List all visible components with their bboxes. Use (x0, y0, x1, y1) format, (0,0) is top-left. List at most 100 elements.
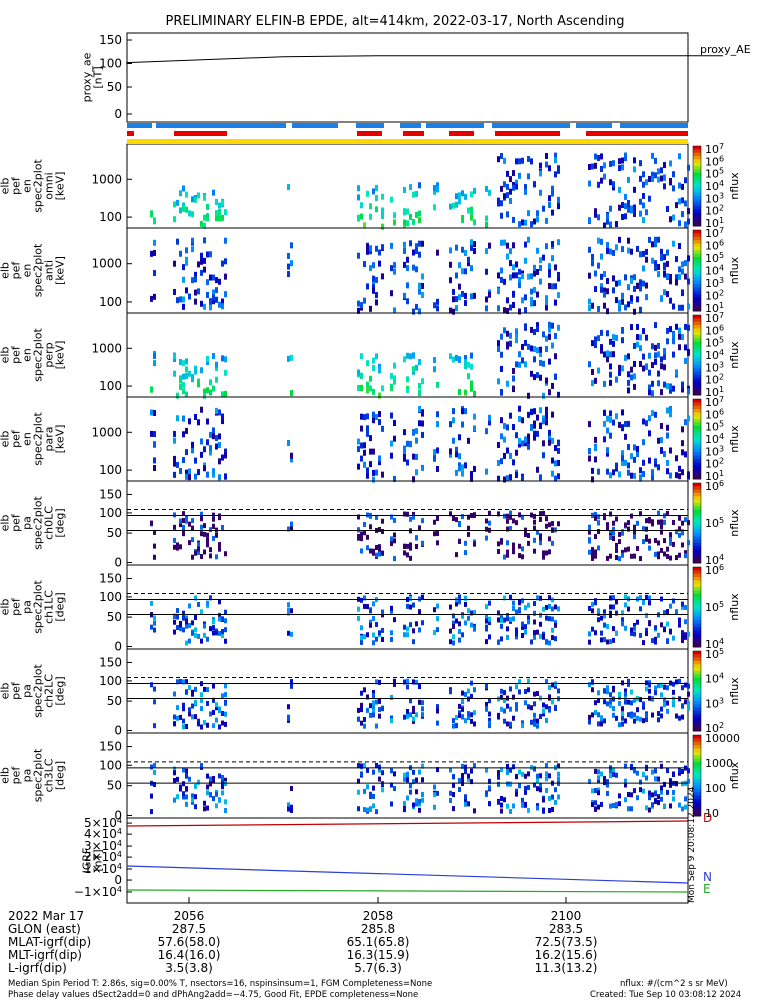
spectrogram-cell (194, 804, 197, 810)
spectrogram-cell (200, 763, 203, 769)
spectrogram-cell (539, 359, 542, 366)
spectrogram-cell (515, 183, 518, 190)
spectrogram-cell (179, 296, 182, 303)
spectrogram-cell (627, 353, 630, 360)
spectrogram-cell (603, 699, 606, 705)
spectrogram-cell (381, 207, 384, 214)
spectrogram-cell (615, 244, 618, 251)
spectrogram-cell (418, 390, 421, 397)
spectrogram-cell (524, 688, 527, 694)
spectrogram-cell (467, 773, 470, 779)
spectrogram-cell (548, 773, 551, 779)
spectrogram-cell (357, 369, 360, 376)
spectrogram-cell (452, 792, 455, 798)
colorbar-cell (693, 778, 701, 783)
spectrogram-cell (551, 255, 554, 262)
spectrogram-cell (518, 361, 521, 368)
spectrogram-cell (473, 390, 476, 397)
spectrogram-cell (412, 429, 415, 436)
spectrogram-cell (363, 449, 366, 456)
spectrogram-cell (150, 764, 153, 770)
spectrogram-cell (648, 384, 651, 391)
spectrogram-cell (197, 381, 200, 388)
ylabel-line: spec2plot (32, 664, 45, 718)
spectrogram-cell (409, 184, 412, 191)
spectrogram-cell (185, 287, 188, 294)
colorbar-cell (693, 627, 701, 631)
ylabel-line: [keV] (54, 172, 67, 201)
spectrogram-cell (418, 807, 421, 813)
colorbar-cell (693, 409, 701, 413)
spectrogram-cell (203, 388, 206, 395)
spectrogram-cell (390, 605, 393, 611)
spectrogram-cell (191, 211, 194, 218)
spectrogram-cell (609, 432, 612, 439)
spectrogram-cell (470, 239, 473, 246)
spectrogram-cell (509, 340, 512, 347)
spectrogram-cell (684, 632, 687, 638)
spectrogram-cell (176, 608, 179, 614)
spectrogram-cell (648, 415, 651, 422)
colorbar-cell (693, 166, 701, 170)
spectrogram-cell (488, 717, 491, 723)
spectrogram-cell (458, 621, 461, 627)
spectrogram-cell (194, 615, 197, 621)
spectrogram-cell (681, 781, 684, 787)
spectrogram-cell (378, 249, 381, 256)
spectrogram-cell (681, 261, 684, 268)
spectrogram-cell (185, 191, 188, 198)
spectrogram-cell (551, 209, 554, 216)
spectrogram-cell (200, 609, 203, 615)
colorbar-cell (693, 192, 701, 197)
colorbar-cell (693, 196, 701, 200)
spectrogram-cell (675, 274, 678, 281)
colorbar-cell (693, 186, 701, 190)
spectrogram-cell (669, 387, 672, 394)
ylabel-line: spec2plot (32, 748, 45, 802)
spectrogram-cell (488, 291, 491, 298)
spectrogram-cell (369, 461, 372, 468)
spectrogram-cell (642, 202, 645, 209)
spectrogram-cell (512, 518, 515, 524)
spectrogram-cell (194, 699, 197, 705)
spectrogram-cell (464, 550, 467, 556)
spectrogram-cell (515, 158, 518, 165)
spectrogram-cell (588, 714, 591, 720)
spectrogram-cell (360, 635, 363, 641)
science-bar-gap (570, 123, 576, 128)
spectrogram-cell (191, 620, 194, 626)
spectrogram-cell (369, 712, 372, 718)
spectrogram-cell (642, 470, 645, 477)
spectrogram-cell (381, 787, 384, 793)
spectrogram-cell (191, 441, 194, 448)
spectrogram-cell (203, 303, 206, 310)
colorbar-cell (693, 318, 701, 323)
colorbar-cell (693, 559, 701, 564)
fgm-bar-segment (357, 131, 382, 136)
spectrogram-cell (630, 713, 633, 719)
spectrogram-cell (591, 163, 594, 170)
spectrogram-cell (173, 216, 176, 223)
spectrogram-cell (458, 629, 461, 635)
spectrogram-cell (539, 374, 542, 381)
spectrogram-cell (218, 202, 221, 209)
spectrogram-cell (415, 437, 418, 444)
spectrogram-cell (185, 794, 188, 800)
spectrogram-cell (153, 699, 156, 705)
spectrogram-cell (409, 440, 412, 447)
spectrogram-cell (473, 292, 476, 299)
spectrogram-cell (509, 595, 512, 601)
spectrogram-cell (200, 451, 203, 458)
ylabel-line: IGRF (81, 848, 94, 874)
spectrogram-cell (212, 433, 215, 440)
spectrogram-cell (209, 298, 212, 305)
spectrogram-cell (627, 247, 630, 254)
ytick-label: 100 (99, 758, 122, 772)
spectrogram-cell (687, 303, 690, 310)
spectrogram-cell (545, 605, 548, 611)
spectrogram-cell (627, 379, 630, 386)
spectrogram-cell (176, 776, 179, 782)
spectrogram-cell (470, 191, 473, 198)
spectrogram-cell (485, 518, 488, 524)
